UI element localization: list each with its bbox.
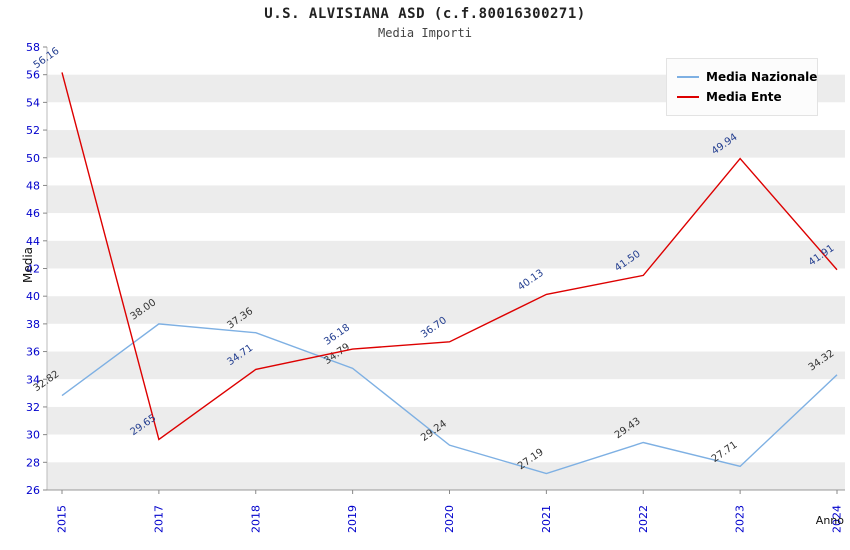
svg-text:36: 36 bbox=[26, 346, 40, 359]
legend-swatch-media-nazionale bbox=[677, 76, 699, 78]
svg-text:58: 58 bbox=[26, 41, 40, 54]
svg-text:2018: 2018 bbox=[249, 505, 262, 533]
svg-text:48: 48 bbox=[26, 179, 40, 192]
svg-text:2023: 2023 bbox=[734, 505, 747, 533]
x-axis-ticks: 2015 2017 2018 2019 2020 2021 2022 2023 2024 bbox=[56, 490, 844, 533]
svg-text:2015: 2015 bbox=[56, 505, 69, 533]
svg-text:52: 52 bbox=[26, 124, 40, 137]
legend-item-media-ente: Media Ente bbox=[677, 87, 807, 107]
svg-text:2021: 2021 bbox=[540, 505, 553, 533]
y-axis-ticks: 26 28 30 32 34 36 38 40 42 44 46 48 50 52 54 56 58 bbox=[26, 41, 47, 497]
x-axis-title: Anno bbox=[815, 514, 844, 527]
svg-text:46: 46 bbox=[26, 207, 40, 220]
svg-text:34: 34 bbox=[26, 373, 40, 386]
chart-title: U.S. ALVISIANA ASD (c.f.80016300271) bbox=[264, 6, 586, 22]
svg-text:26: 26 bbox=[26, 484, 40, 497]
svg-text:2020: 2020 bbox=[443, 505, 456, 533]
svg-text:2017: 2017 bbox=[152, 505, 165, 533]
legend-item-media-nazionale: Media Nazionale bbox=[677, 67, 817, 87]
svg-text:2022: 2022 bbox=[637, 505, 650, 533]
legend: Media Nazionale Media Ente bbox=[666, 58, 818, 116]
svg-text:40: 40 bbox=[26, 290, 40, 303]
svg-text:54: 54 bbox=[26, 96, 40, 109]
svg-text:2019: 2019 bbox=[346, 505, 359, 533]
svg-text:42: 42 bbox=[26, 263, 40, 276]
svg-text:30: 30 bbox=[26, 429, 40, 442]
legend-swatch-media-ente bbox=[677, 96, 699, 98]
plot-bands bbox=[47, 47, 845, 490]
svg-text:2024: 2024 bbox=[831, 505, 844, 533]
chart-subtitle: Media Importi bbox=[378, 26, 472, 40]
svg-text:32: 32 bbox=[26, 401, 40, 414]
svg-text:28: 28 bbox=[26, 456, 40, 469]
y-axis-title: Media bbox=[21, 246, 35, 284]
svg-text:56: 56 bbox=[26, 69, 40, 82]
svg-text:38: 38 bbox=[26, 318, 40, 331]
legend-label-media-nazionale: Media Nazionale bbox=[706, 70, 818, 84]
legend-label-media-ente: Media Ente bbox=[706, 90, 782, 104]
svg-text:50: 50 bbox=[26, 152, 40, 165]
svg-text:44: 44 bbox=[26, 235, 40, 248]
